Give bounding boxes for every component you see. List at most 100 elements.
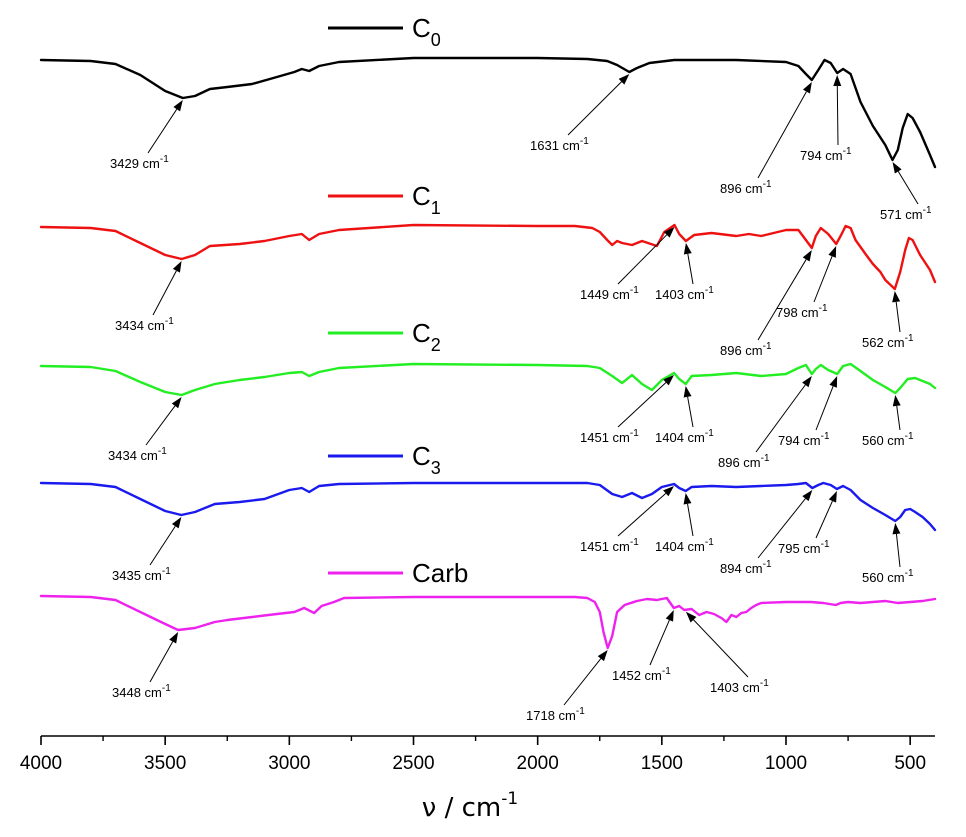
- annotation-sup-11: -1: [158, 446, 167, 457]
- annotation-8: 896 cm-1: [720, 250, 812, 358]
- annotation-label-20: 894 cm-1: [720, 559, 772, 576]
- annotation-arrow-head-3: [833, 75, 842, 87]
- annotation-arrow-line-19: [687, 503, 694, 537]
- legend-sub-2: 2: [431, 335, 441, 355]
- annotation-23: 3448 cm-1: [112, 632, 179, 700]
- annotation-sup-9: -1: [819, 303, 828, 314]
- annotation-arrow-line-23: [149, 641, 174, 683]
- annotation-label-3: 794 cm-1: [800, 146, 852, 163]
- annotation-value-19: 1404 cm: [655, 539, 705, 554]
- annotation-arrow-head-19: [683, 493, 692, 505]
- annotation-label-1: 1631 cm-1: [530, 136, 589, 153]
- annotation-arrow-head-23: [169, 632, 179, 644]
- annotation-arrow-head-14: [802, 376, 812, 388]
- legend-name-0: C: [412, 13, 431, 43]
- annotation-value-26: 1403 cm: [710, 680, 760, 695]
- annotation-2: 896 cm-1: [720, 82, 812, 196]
- annotation-arrow-line-3: [836, 85, 839, 146]
- annotation-sup-18: -1: [630, 537, 639, 548]
- annotation-arrow-line-4: [897, 171, 919, 205]
- annotation-label-5: 3434 cm-1: [115, 316, 174, 333]
- annotation-label-2: 896 cm-1: [720, 179, 772, 196]
- x-axis-label: ν / cm-1: [422, 789, 518, 823]
- annotation-value-5: 3434 cm: [115, 318, 165, 333]
- annotation-value-6: 1449 cm: [580, 287, 630, 302]
- legend-name-2: C: [412, 318, 431, 348]
- annotation-sup-5: -1: [165, 316, 174, 327]
- annotation-arrow-head-12: [663, 375, 675, 386]
- annotation-arrow-head-18: [663, 486, 675, 497]
- annotation-value-2: 896 cm: [720, 181, 763, 196]
- x-tick-label-5: 1500: [641, 753, 683, 774]
- annotation-label-15: 794 cm-1: [778, 431, 830, 448]
- legend-label-2: C2: [412, 318, 441, 355]
- legend-entry-0: C0: [328, 13, 441, 50]
- annotation-label-18: 1451 cm-1: [580, 537, 639, 554]
- annotation-sup-22: -1: [905, 568, 914, 579]
- annotation-10: 562 cm-1: [862, 291, 914, 350]
- annotation-arrow-line-21: [815, 500, 833, 539]
- annotation-12: 1451 cm-1: [580, 375, 675, 445]
- annotation-value-15: 794 cm: [778, 433, 821, 448]
- legend-label-1: C1: [412, 181, 441, 218]
- annotation-arrow-head-11: [171, 397, 182, 409]
- annotation-arrow-line-18: [617, 492, 667, 537]
- annotation-arrow-line-14: [755, 384, 806, 453]
- annotation-sup-10: -1: [905, 333, 914, 344]
- annotation-25: 1452 cm-1: [612, 610, 674, 683]
- annotation-arrow-head-13: [683, 386, 692, 398]
- annotation-13: 1404 cm-1: [655, 386, 714, 445]
- annotation-label-26: 1403 cm-1: [710, 678, 769, 695]
- annotation-value-20: 894 cm: [720, 561, 763, 576]
- annotation-value-14: 896 cm: [718, 455, 761, 470]
- annotation-label-8: 896 cm-1: [720, 341, 772, 358]
- legend-sub-1: 1: [431, 198, 441, 218]
- annotation-arrow-line-2: [757, 91, 807, 179]
- annotation-sup-3: -1: [843, 146, 852, 157]
- x-tick-label-6: 1000: [765, 753, 807, 774]
- annotation-arrow-line-7: [687, 253, 694, 285]
- x-tick-label-3: 2500: [392, 753, 434, 774]
- annotation-arrow-head-8: [802, 250, 812, 262]
- annotation-arrow-head-21: [828, 491, 837, 503]
- annotation-arrow-head-4: [892, 162, 902, 174]
- x-tick-label-4: 2000: [517, 753, 559, 774]
- annotation-label-14: 896 cm-1: [718, 453, 770, 470]
- annotation-value-24: 1718 cm: [526, 708, 576, 723]
- annotation-label-11: 3434 cm-1: [108, 446, 167, 463]
- x-tick-label-1: 3500: [144, 753, 186, 774]
- annotation-value-16: 560 cm: [862, 433, 905, 448]
- annotation-value-25: 1452 cm: [612, 668, 662, 683]
- legend-name-3: C: [412, 441, 431, 471]
- legend-name-1: C: [412, 181, 431, 211]
- annotation-arrow-line-17: [149, 525, 176, 566]
- annotation-value-17: 3435 cm: [112, 568, 162, 583]
- annotation-arrow-head-15: [829, 376, 838, 388]
- series-line-1: [39, 223, 937, 291]
- annotation-arrow-line-24: [563, 658, 602, 706]
- annotation-sup-6: -1: [630, 285, 639, 296]
- spectra-traces: [39, 56, 937, 650]
- annotation-sup-1: -1: [580, 136, 589, 147]
- annotation-arrow-line-1: [567, 81, 622, 136]
- annotation-label-9: 798 cm-1: [776, 303, 828, 320]
- series-line-3: [39, 481, 937, 532]
- x-axis: 4000 3500 3000 2500 2000 1500 1000 500: [20, 735, 935, 774]
- annotation-value-13: 1404 cm: [655, 430, 705, 445]
- annotation-sup-19: -1: [705, 537, 714, 548]
- annotation-label-16: 560 cm-1: [862, 431, 914, 448]
- annotation-sup-23: -1: [162, 683, 171, 694]
- annotation-label-22: 560 cm-1: [862, 568, 914, 585]
- annotation-17: 3435 cm-1: [112, 517, 182, 583]
- annotation-arrow-head-10: [892, 291, 901, 303]
- annotation-4: 571 cm-1: [880, 162, 932, 222]
- annotation-arrow-head-25: [665, 610, 674, 622]
- annotation-value-3: 794 cm: [800, 148, 843, 163]
- annotation-arrow-line-25: [649, 619, 670, 666]
- annotation-arrow-head-22: [892, 523, 901, 535]
- annotation-0: 3429 cm-1: [110, 100, 183, 171]
- annotation-arrow-head-17: [171, 517, 182, 529]
- annotation-arrow-line-0: [147, 108, 178, 154]
